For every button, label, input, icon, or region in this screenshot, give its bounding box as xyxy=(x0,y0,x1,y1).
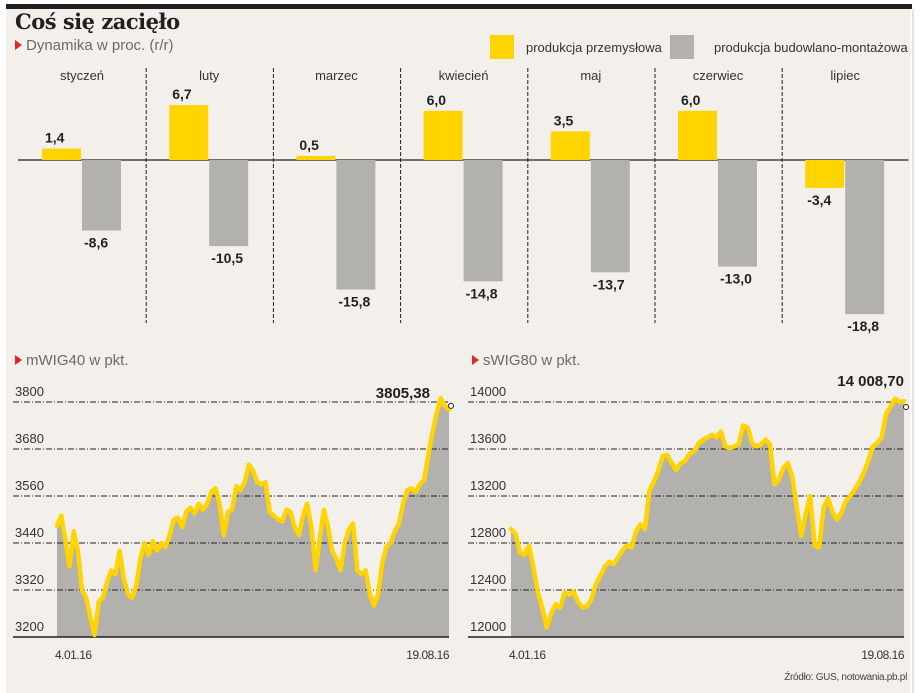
index-line xyxy=(54,395,452,638)
legend-swatch-yellow xyxy=(490,35,514,59)
bar-construction xyxy=(209,160,249,247)
x-label-start: 4.01.16 xyxy=(509,648,546,662)
mwig40-title-text: mWIG40 w pkt. xyxy=(26,352,129,369)
swig80-title: sWIG80 w pkt. xyxy=(472,352,581,369)
value-label-construction: -10,5 xyxy=(211,250,243,266)
legend-item-construction: produkcja budowlano-montażowa xyxy=(670,35,908,59)
triangle-marker-icon xyxy=(15,40,22,50)
right-border xyxy=(912,9,914,693)
legend-swatch-gray xyxy=(670,35,694,59)
bar-construction xyxy=(82,160,121,231)
y-tick-label: 3800 xyxy=(15,384,44,399)
top-rule xyxy=(6,4,912,9)
legend-label-industrial: produkcja przemysłowa xyxy=(526,39,662,55)
bar-industrial xyxy=(42,148,81,160)
mwig40-chart: 3200 3320 3440 3560 3680 3800 3805,38 4.01.16 19… xyxy=(13,384,454,662)
swig80-title-text: sWIG80 w pkt. xyxy=(483,352,581,369)
value-label-industrial: 3,5 xyxy=(554,112,574,128)
x-label-end: 19.08.16 xyxy=(861,648,905,662)
y-tick-label: 12400 xyxy=(470,572,506,587)
y-tick-label: 3320 xyxy=(15,572,44,587)
month-label: lipiec xyxy=(830,68,860,83)
month-label: marzec xyxy=(315,68,358,83)
bar-industrial xyxy=(550,131,590,160)
x-label-end: 19.08.16 xyxy=(406,648,450,662)
swig80-chart: 12000 12400 12800 13200 13600 14000 14 008,70 4… xyxy=(468,373,909,662)
mwig40-title: mWIG40 w pkt. xyxy=(15,352,129,369)
y-tick-label: 14000 xyxy=(470,384,506,399)
source-note: Źródło: GUS, notowania.pb.pl xyxy=(784,672,907,683)
value-label-construction: -15,8 xyxy=(338,294,370,310)
bar-industrial xyxy=(296,155,336,160)
bar-construction xyxy=(336,160,376,290)
legend-item-industrial: produkcja przemysłowa xyxy=(490,35,662,59)
value-label-construction: -13,7 xyxy=(593,276,625,292)
bar-construction xyxy=(845,160,885,315)
y-tick-label: 13600 xyxy=(470,431,506,446)
y-tick-label: 12800 xyxy=(470,525,506,540)
month-label: czerwiec xyxy=(693,68,744,83)
x-label-start: 4.01.16 xyxy=(55,648,92,662)
last-value-label: 14 008,70 xyxy=(837,373,904,390)
bar-industrial xyxy=(678,110,717,160)
legend-label-construction: produkcja budowlano-montażowa xyxy=(714,39,908,55)
y-tick-label: 3560 xyxy=(15,478,44,493)
area-fill xyxy=(57,398,449,637)
month-label: kwiecień xyxy=(439,68,489,83)
bar-industrial xyxy=(169,105,209,160)
last-value-marker xyxy=(448,402,454,409)
value-label-construction: -8,6 xyxy=(84,235,108,251)
page-title: Coś się zacięło xyxy=(15,9,180,34)
value-label-industrial: 6,7 xyxy=(172,86,192,102)
triangle-marker-icon xyxy=(15,355,22,365)
bar-industrial xyxy=(423,110,463,160)
bar-chart-subtitle: Dynamika w proc. (r/r) xyxy=(15,37,174,54)
bar-construction xyxy=(718,160,757,267)
last-value-label: 3805,38 xyxy=(376,385,430,402)
y-tick-label: 3440 xyxy=(15,525,44,540)
y-tick-label: 3200 xyxy=(15,619,44,634)
bar-chart-subtitle-text: Dynamika w proc. (r/r) xyxy=(26,37,174,54)
value-label-construction: -13,0 xyxy=(720,271,752,287)
last-value-marker xyxy=(903,403,909,410)
bar-construction xyxy=(590,160,630,273)
value-label-construction: -18,8 xyxy=(847,318,879,334)
index-line xyxy=(508,396,907,630)
y-tick-label: 12000 xyxy=(470,619,506,634)
area-fill xyxy=(511,398,904,637)
value-label-construction: -14,8 xyxy=(466,285,498,301)
y-tick-label: 13200 xyxy=(470,478,506,493)
month-label: maj xyxy=(580,68,601,83)
value-label-industrial: -3,4 xyxy=(807,192,831,208)
value-label-industrial: 0,5 xyxy=(299,137,319,153)
value-label-industrial: 6,0 xyxy=(427,92,447,108)
month-label: luty xyxy=(199,68,220,83)
bar-industrial xyxy=(805,160,845,188)
y-tick-label: 3680 xyxy=(15,431,44,446)
value-label-industrial: 6,0 xyxy=(681,92,701,108)
value-label-industrial: 1,4 xyxy=(45,130,65,146)
bar-construction xyxy=(463,160,503,282)
bar-chart: styczeń 1,4 -8,6 luty 6,7 -10,5 marzec 0,5 -15,8… xyxy=(18,68,909,334)
triangle-marker-icon xyxy=(472,355,479,365)
month-label: styczeń xyxy=(60,68,104,83)
